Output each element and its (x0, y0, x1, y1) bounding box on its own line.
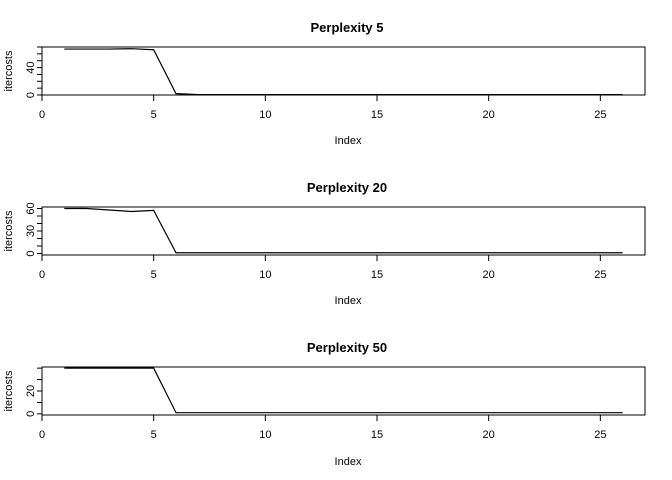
chart-title: Perplexity 20 (307, 180, 387, 195)
series-line (64, 207, 623, 254)
plot-frame (41, 366, 646, 416)
y-axis-label: itercosts (3, 50, 15, 91)
x-tick-label: 0 (39, 109, 45, 121)
plot-frame (41, 46, 646, 96)
x-tick-label: 25 (594, 269, 606, 281)
y-tick-label: 30 (25, 225, 37, 237)
x-tick-label: 0 (39, 269, 45, 281)
x-tick-label: 10 (259, 269, 271, 281)
plot-frame (41, 206, 646, 256)
y-tick-label: 0 (25, 92, 37, 98)
x-axis: 0 5 10 15 20 25 (39, 255, 606, 281)
x-tick-label: 25 (594, 429, 606, 441)
y-axis: 0 30 60 (25, 202, 42, 257)
x-tick-label: 15 (371, 429, 383, 441)
x-axis: 0 5 10 15 20 25 (39, 415, 606, 441)
y-tick-label: 20 (25, 385, 37, 397)
y-tick-label: 60 (25, 202, 37, 214)
x-tick-label: 20 (483, 269, 495, 281)
chart-title: Perplexity 5 (311, 20, 384, 35)
x-axis-label: Index (335, 295, 362, 307)
series-line (64, 48, 623, 96)
y-axis-label: itercosts (3, 210, 15, 251)
x-tick-label: 20 (483, 109, 495, 121)
x-tick-label: 15 (371, 109, 383, 121)
y-axis: 0 20 (25, 367, 42, 417)
x-tick-label: 10 (259, 429, 271, 441)
y-tick-label: 40 (25, 61, 37, 73)
x-tick-label: 5 (151, 109, 157, 121)
x-tick-label: 15 (371, 269, 383, 281)
x-tick-label: 5 (151, 269, 157, 281)
y-axis-label: itercosts (3, 370, 15, 411)
x-axis: 0 5 10 15 20 25 (39, 95, 606, 121)
y-tick-label: 0 (25, 250, 37, 256)
chart-panel-perplexity-20: Perplexity 20 0 30 60 0 5 10 15 20 25 Index ite… (3, 180, 646, 307)
x-tick-label: 5 (151, 429, 157, 441)
y-tick-label: 0 (25, 411, 37, 417)
chart-title: Perplexity 50 (307, 340, 387, 355)
x-tick-label: 25 (594, 109, 606, 121)
series-line (64, 367, 623, 414)
chart-panel-perplexity-50: Perplexity 50 0 20 0 5 10 15 20 25 Index iterc… (3, 340, 646, 468)
x-tick-label: 20 (483, 429, 495, 441)
x-axis-label: Index (335, 456, 362, 468)
y-axis: 0 40 (25, 46, 42, 98)
x-tick-label: 10 (259, 109, 271, 121)
chart-panel-perplexity-5: Perplexity 5 0 40 0 5 10 15 20 25 Index iterco… (3, 20, 646, 147)
x-axis-label: Index (335, 135, 362, 147)
x-tick-label: 0 (39, 429, 45, 441)
